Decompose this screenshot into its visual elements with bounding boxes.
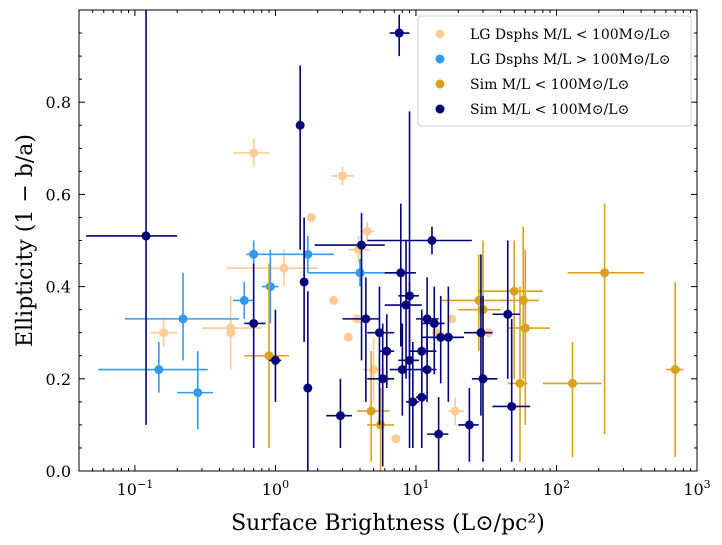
data-point bbox=[474, 295, 484, 305]
y-tick-label: 0.8 bbox=[46, 93, 71, 112]
data-point bbox=[357, 240, 367, 250]
data-point bbox=[337, 171, 347, 181]
data-point bbox=[226, 328, 236, 338]
data-point bbox=[507, 401, 517, 411]
data-point bbox=[378, 374, 388, 384]
series-4 bbox=[86, 10, 531, 471]
data-point bbox=[249, 249, 259, 259]
data-point bbox=[343, 332, 353, 342]
data-point bbox=[335, 411, 345, 421]
y-axis-label: Ellipticity (1 − b/a) bbox=[13, 134, 38, 347]
data-point bbox=[329, 295, 339, 305]
data-point bbox=[303, 383, 313, 393]
y-tick-label: 0.6 bbox=[46, 185, 71, 204]
legend-marker bbox=[435, 54, 445, 64]
x-tick-label: 10−1 bbox=[117, 478, 154, 499]
data-point bbox=[299, 277, 309, 287]
data-point bbox=[417, 392, 427, 402]
series-1 bbox=[150, 139, 494, 444]
data-point bbox=[193, 388, 203, 398]
data-point bbox=[443, 332, 453, 342]
data-point bbox=[178, 314, 188, 324]
legend-marker bbox=[435, 79, 445, 89]
data-point bbox=[382, 346, 392, 356]
data-point bbox=[422, 365, 432, 375]
series-2 bbox=[98, 235, 410, 430]
plot-marks bbox=[86, 10, 684, 471]
legend-box bbox=[417, 15, 692, 127]
data-point bbox=[515, 378, 525, 388]
data-point bbox=[509, 286, 519, 296]
data-point bbox=[394, 28, 404, 38]
data-point bbox=[408, 397, 418, 407]
legend-label: Sim M/L < 100M⊙/L⊙ bbox=[470, 77, 629, 93]
data-point bbox=[265, 282, 275, 292]
data-point bbox=[518, 295, 528, 305]
data-point bbox=[239, 295, 249, 305]
data-point bbox=[429, 318, 439, 328]
data-point bbox=[391, 434, 401, 444]
data-point bbox=[397, 365, 407, 375]
data-point bbox=[362, 226, 372, 236]
legend-label: LG Dsphs M/L > 100M⊙/L⊙ bbox=[470, 52, 670, 68]
data-point bbox=[520, 323, 530, 333]
data-point bbox=[249, 148, 259, 158]
data-point bbox=[141, 231, 151, 241]
data-point bbox=[374, 328, 384, 338]
legend-label: LG Dsphs M/L < 100M⊙/L⊙ bbox=[470, 27, 670, 43]
data-point bbox=[361, 314, 371, 324]
y-tick-label: 0.2 bbox=[46, 370, 71, 389]
data-point bbox=[464, 420, 474, 430]
data-point bbox=[476, 328, 486, 338]
data-point bbox=[154, 365, 164, 375]
data-point bbox=[401, 300, 411, 310]
data-point bbox=[396, 268, 406, 278]
data-point bbox=[417, 346, 427, 356]
data-point bbox=[303, 249, 313, 259]
x-tick-label: 103 bbox=[683, 478, 710, 499]
data-point bbox=[434, 429, 444, 439]
y-tick-label: 0.4 bbox=[46, 278, 71, 297]
data-point bbox=[600, 268, 610, 278]
data-point bbox=[279, 263, 289, 273]
data-point bbox=[503, 309, 513, 319]
x-axis-label: Surface Brightness (L⊙/pc²) bbox=[231, 511, 545, 536]
x-tick-label: 100 bbox=[262, 478, 289, 499]
x-tick-label: 102 bbox=[543, 478, 570, 499]
legend-marker bbox=[435, 104, 445, 114]
legend: LG Dsphs M/L < 100M⊙/L⊙ LG Dsphs M/L > 10… bbox=[417, 15, 692, 127]
data-point bbox=[366, 406, 376, 416]
data-point bbox=[567, 378, 577, 388]
data-point bbox=[249, 318, 259, 328]
data-point bbox=[306, 212, 316, 222]
data-point bbox=[355, 268, 365, 278]
y-tick-label: 0.0 bbox=[46, 462, 71, 481]
data-point bbox=[447, 314, 457, 324]
data-point bbox=[295, 120, 305, 130]
data-point bbox=[270, 355, 280, 365]
data-point bbox=[159, 328, 169, 338]
x-axis-ticks: 10−1 100 101 102 103 bbox=[78, 10, 711, 499]
legend-marker bbox=[435, 29, 445, 39]
data-point bbox=[478, 374, 488, 384]
data-point bbox=[427, 236, 437, 245]
data-point bbox=[376, 420, 386, 430]
legend-label: Sim M/L < 100M⊙/L⊙ bbox=[470, 102, 629, 118]
data-point bbox=[405, 291, 415, 301]
y-axis-ticks: 0.0 0.2 0.4 0.6 0.8 bbox=[46, 32, 697, 481]
data-point bbox=[450, 406, 460, 416]
data-point bbox=[264, 351, 274, 361]
data-point bbox=[422, 314, 432, 324]
data-point bbox=[670, 365, 680, 375]
x-tick-label: 101 bbox=[402, 478, 429, 499]
